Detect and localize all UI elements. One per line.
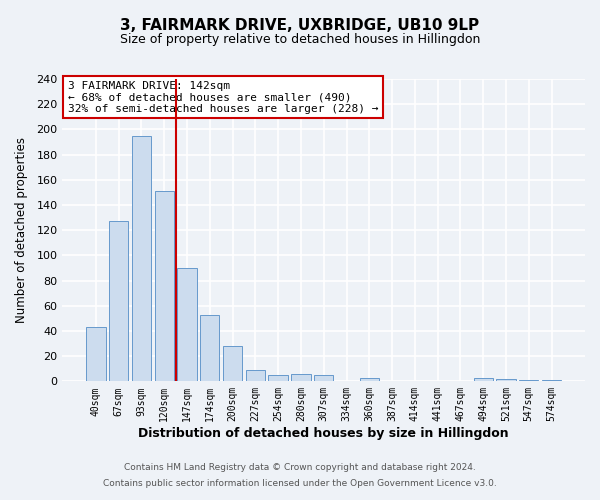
Text: Size of property relative to detached houses in Hillingdon: Size of property relative to detached ho…	[120, 32, 480, 46]
Bar	[542, 380, 561, 382]
Bar	[314, 375, 334, 382]
Text: 3 FAIRMARK DRIVE: 142sqm
← 68% of detached houses are smaller (490)
32% of semi-: 3 FAIRMARK DRIVE: 142sqm ← 68% of detach…	[68, 80, 378, 114]
Text: Contains HM Land Registry data © Crown copyright and database right 2024.: Contains HM Land Registry data © Crown c…	[124, 464, 476, 472]
Bar	[496, 379, 515, 382]
Bar	[109, 222, 128, 382]
Bar	[359, 378, 379, 382]
Text: 3, FAIRMARK DRIVE, UXBRIDGE, UB10 9LP: 3, FAIRMARK DRIVE, UXBRIDGE, UB10 9LP	[121, 18, 479, 32]
Bar	[178, 268, 197, 382]
Bar	[86, 327, 106, 382]
Bar	[200, 314, 220, 382]
Y-axis label: Number of detached properties: Number of detached properties	[15, 137, 28, 323]
Bar	[223, 346, 242, 382]
Bar	[291, 374, 311, 382]
Bar	[245, 370, 265, 382]
Bar	[519, 380, 538, 382]
Text: Contains public sector information licensed under the Open Government Licence v3: Contains public sector information licen…	[103, 478, 497, 488]
Bar	[473, 378, 493, 382]
X-axis label: Distribution of detached houses by size in Hillingdon: Distribution of detached houses by size …	[139, 427, 509, 440]
Bar	[155, 191, 174, 382]
Bar	[132, 136, 151, 382]
Bar	[268, 375, 288, 382]
